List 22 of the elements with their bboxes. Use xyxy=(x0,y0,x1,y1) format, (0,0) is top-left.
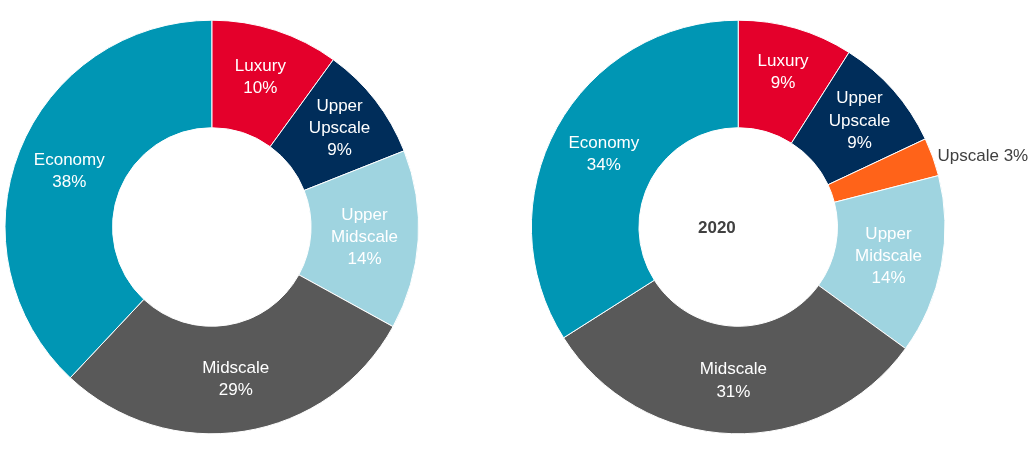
slice-label: Economy xyxy=(33,150,106,170)
data-label: 38% xyxy=(52,172,87,192)
slice-label: Luxury xyxy=(234,56,287,76)
slice-label: Midscale xyxy=(699,359,767,379)
data-label: 10% xyxy=(243,78,278,98)
data-label: 9% xyxy=(847,132,872,152)
data-label: 31% xyxy=(716,381,751,401)
slice-label: Upper Upscale xyxy=(308,96,371,138)
slice-label: Upper Midscale xyxy=(854,224,923,266)
data-label: 34% xyxy=(586,154,621,174)
slice-label: Midscale xyxy=(202,357,270,377)
slice-label: Economy xyxy=(568,132,640,152)
slice-label: Upper Upscale xyxy=(828,88,891,130)
category-label: Upscale 3% xyxy=(937,146,1029,166)
data-label: 29% xyxy=(218,379,253,399)
slice-label: Upper Midscale xyxy=(330,205,399,247)
slice-label: Luxury xyxy=(757,51,810,71)
data-label: 9% xyxy=(327,140,352,160)
text: 2020 xyxy=(698,218,736,237)
data-label: 14% xyxy=(871,268,906,288)
data-label: 9% xyxy=(770,73,796,93)
data-label: 14% xyxy=(347,249,382,269)
